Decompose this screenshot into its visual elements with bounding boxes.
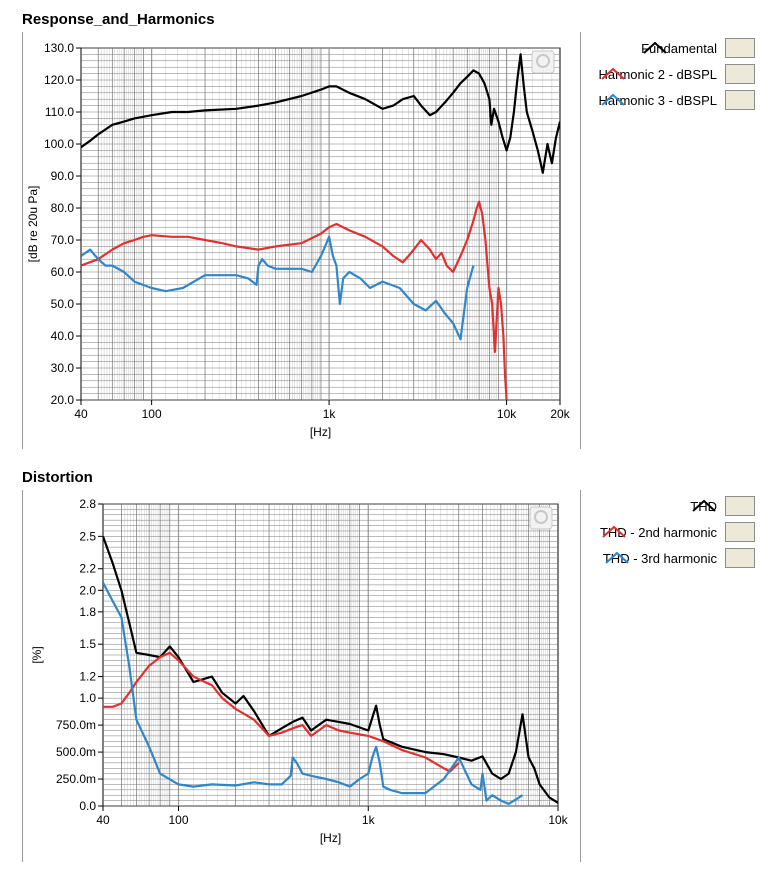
y-tick-label: 1.8	[79, 605, 96, 619]
y-tick-label: 1.2	[79, 670, 96, 684]
y-tick-label: 120.0	[44, 73, 74, 87]
legend-label: THD	[690, 498, 717, 514]
x-axis-label: [Hz]	[310, 425, 331, 439]
legend-item-harmonic-2[interactable]: Harmonic 2 - dBSPL	[598, 64, 755, 84]
series-line-1	[81, 53, 560, 174]
y-tick-label: 80.0	[51, 201, 75, 215]
y-tick-label: 50.0	[51, 297, 75, 311]
line-swatch-icon[interactable]	[692, 496, 755, 516]
x-tick-label: 1k	[362, 813, 376, 827]
response-chart: 20.0 30.0 40.0 50.0 60.0 70.0 80.0 90.0 100.0 110…	[26, 41, 571, 439]
y-tick-label: 2.0	[79, 583, 96, 597]
y-tick-label: 2.5	[79, 529, 96, 543]
plot-area	[80, 47, 561, 401]
legend-label: THD - 3rd harmonic	[602, 550, 717, 566]
grid	[103, 503, 558, 807]
distortion-chart: 0.0 250.0m 500.0m 750.0m 1.0 1.2 1.5 1.8 2.0 2.2 2…	[30, 497, 569, 845]
y-tick-label: 2.2	[79, 562, 96, 576]
legend-divider	[580, 32, 581, 449]
y-tick-label: 2.8	[79, 497, 96, 511]
y-tick-label: 20.0	[51, 393, 75, 407]
x-tick-label: 100	[168, 813, 188, 827]
distortion-chart-panel: 0.0 250.0m 500.0m 750.0m 1.0 1.2 1.5 1.8 2.0 2.2 2…	[22, 490, 765, 862]
y-tick-label: 750.0m	[56, 718, 96, 732]
response-chart-panel: 20.0 30.0 40.0 50.0 60.0 70.0 80.0 90.0 100.0 110…	[22, 32, 765, 449]
x-tick-label: 10k	[548, 813, 568, 827]
y-tick-label: 30.0	[51, 361, 75, 375]
y-tick-label: 500.0m	[56, 745, 96, 759]
legend-item-thd[interactable]: THD	[690, 496, 755, 516]
y-axis-label: [dB re 20u Pa]	[26, 186, 40, 263]
line-swatch-icon[interactable]	[602, 522, 755, 542]
x-tick-label: 10k	[497, 407, 517, 421]
y-tick-label: 130.0	[44, 41, 74, 55]
graph-palette-icon[interactable]	[531, 50, 555, 74]
series-line-2	[81, 200, 508, 400]
y-tick-label: 1.0	[79, 691, 96, 705]
x-tick-label: 40	[74, 407, 88, 421]
legend-label: Harmonic 2 - dBSPL	[598, 66, 718, 82]
series-line-3	[81, 235, 475, 341]
y-tick-label: 40.0	[51, 329, 75, 343]
y-tick-label: 60.0	[51, 265, 75, 279]
legend-item-fundamental[interactable]: Fundamental	[641, 38, 755, 58]
x-tick-label: 100	[142, 407, 162, 421]
y-tick-label: 110.0	[45, 105, 74, 119]
line-swatch-icon[interactable]	[600, 64, 755, 84]
y-tick-label: 90.0	[51, 169, 75, 183]
panel-title-distortion: Distortion	[22, 469, 93, 486]
legend-item-thd-2nd[interactable]: THD - 2nd harmonic	[600, 522, 755, 542]
series-line-2	[103, 651, 460, 773]
y-tick-label: 1.5	[79, 637, 96, 651]
y-tick-label: 100.0	[44, 137, 74, 151]
legend-item-thd-3rd[interactable]: THD - 3rd harmonic	[603, 548, 755, 568]
x-tick-label: 20k	[550, 407, 570, 421]
legend-label: Harmonic 3 - dBSPL	[598, 92, 718, 108]
series-line-3	[103, 582, 524, 805]
legend-label: Fundamental	[641, 40, 717, 56]
graph-palette-icon[interactable]	[529, 506, 553, 530]
y-tick-label: 0.0	[79, 799, 96, 813]
x-tick-label: 1k	[323, 407, 337, 421]
grid	[81, 47, 560, 401]
legend-item-harmonic-3[interactable]: Harmonic 3 - dBSPL	[598, 90, 755, 110]
line-swatch-icon[interactable]	[605, 548, 755, 568]
x-axis-label: [Hz]	[320, 831, 341, 845]
y-axis-label: [%]	[30, 646, 44, 663]
panel-title-response: Response_and_Harmonics	[22, 11, 215, 28]
series-line-1	[103, 536, 558, 804]
y-tick-label: 70.0	[51, 233, 75, 247]
line-swatch-icon[interactable]	[643, 38, 755, 58]
legend-label: THD - 2nd harmonic	[599, 524, 717, 540]
legend-divider	[580, 490, 581, 862]
x-tick-label: 40	[96, 813, 110, 827]
line-swatch-icon[interactable]	[600, 90, 755, 110]
y-tick-label: 250.0m	[56, 772, 96, 786]
